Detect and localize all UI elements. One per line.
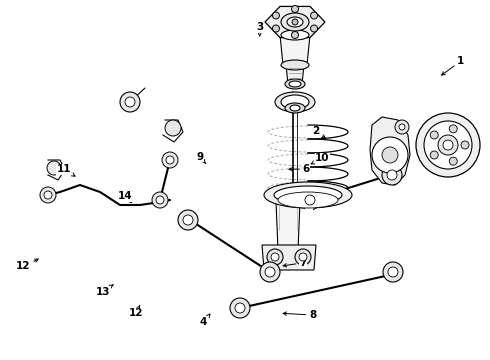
Polygon shape xyxy=(265,6,325,37)
Circle shape xyxy=(44,191,52,199)
Text: 13: 13 xyxy=(96,285,113,297)
Circle shape xyxy=(292,5,298,13)
Circle shape xyxy=(305,195,315,205)
Text: 10: 10 xyxy=(311,153,330,164)
Ellipse shape xyxy=(289,81,301,87)
Ellipse shape xyxy=(275,92,315,112)
Text: 6: 6 xyxy=(289,164,310,174)
Circle shape xyxy=(162,152,178,168)
Circle shape xyxy=(430,131,438,139)
Polygon shape xyxy=(370,117,410,185)
Circle shape xyxy=(40,187,56,203)
Circle shape xyxy=(156,196,164,204)
Circle shape xyxy=(120,92,140,112)
Text: 14: 14 xyxy=(118,191,132,203)
Circle shape xyxy=(272,25,279,32)
Text: 9: 9 xyxy=(196,152,206,164)
Polygon shape xyxy=(280,35,310,65)
Circle shape xyxy=(416,113,480,177)
Circle shape xyxy=(395,120,409,134)
Circle shape xyxy=(382,147,398,163)
Circle shape xyxy=(47,161,61,175)
Circle shape xyxy=(265,267,275,277)
Circle shape xyxy=(152,192,168,208)
Text: 11: 11 xyxy=(56,164,75,176)
Circle shape xyxy=(235,303,245,313)
Circle shape xyxy=(461,141,469,149)
Ellipse shape xyxy=(285,103,305,113)
Ellipse shape xyxy=(281,60,309,70)
Circle shape xyxy=(311,25,318,32)
Circle shape xyxy=(438,135,458,155)
Circle shape xyxy=(299,253,307,261)
Polygon shape xyxy=(286,65,304,84)
Circle shape xyxy=(449,125,457,133)
Circle shape xyxy=(267,249,283,265)
Text: 1: 1 xyxy=(441,56,464,75)
Ellipse shape xyxy=(274,186,342,204)
Ellipse shape xyxy=(278,192,338,208)
Text: 5: 5 xyxy=(293,200,312,210)
Text: 7: 7 xyxy=(283,258,307,268)
Circle shape xyxy=(383,262,403,282)
Circle shape xyxy=(300,190,320,210)
Circle shape xyxy=(372,137,408,173)
Text: 8: 8 xyxy=(283,310,316,320)
Circle shape xyxy=(388,267,398,277)
Ellipse shape xyxy=(287,17,303,27)
Circle shape xyxy=(165,120,181,136)
Polygon shape xyxy=(276,202,300,250)
Circle shape xyxy=(295,249,311,265)
Circle shape xyxy=(424,121,472,169)
Ellipse shape xyxy=(281,95,309,109)
Text: 2: 2 xyxy=(313,126,325,138)
Circle shape xyxy=(311,12,318,19)
Ellipse shape xyxy=(285,79,305,89)
Ellipse shape xyxy=(281,30,309,40)
Circle shape xyxy=(260,262,280,282)
Text: 3: 3 xyxy=(256,22,263,36)
Text: 12: 12 xyxy=(129,305,144,318)
Circle shape xyxy=(292,19,298,25)
Circle shape xyxy=(399,124,405,130)
Circle shape xyxy=(382,165,402,185)
Circle shape xyxy=(166,156,174,164)
Polygon shape xyxy=(262,245,316,270)
Text: 4: 4 xyxy=(199,314,210,327)
Circle shape xyxy=(125,97,135,107)
Ellipse shape xyxy=(281,13,309,31)
Circle shape xyxy=(230,298,250,318)
Circle shape xyxy=(387,170,397,180)
Ellipse shape xyxy=(264,182,352,208)
Circle shape xyxy=(271,253,279,261)
Circle shape xyxy=(292,32,298,39)
Circle shape xyxy=(430,151,438,159)
Circle shape xyxy=(178,210,198,230)
Circle shape xyxy=(443,140,453,150)
Circle shape xyxy=(183,215,193,225)
Circle shape xyxy=(449,157,457,165)
Text: 12: 12 xyxy=(16,259,38,271)
Circle shape xyxy=(272,12,279,19)
Ellipse shape xyxy=(290,105,300,111)
